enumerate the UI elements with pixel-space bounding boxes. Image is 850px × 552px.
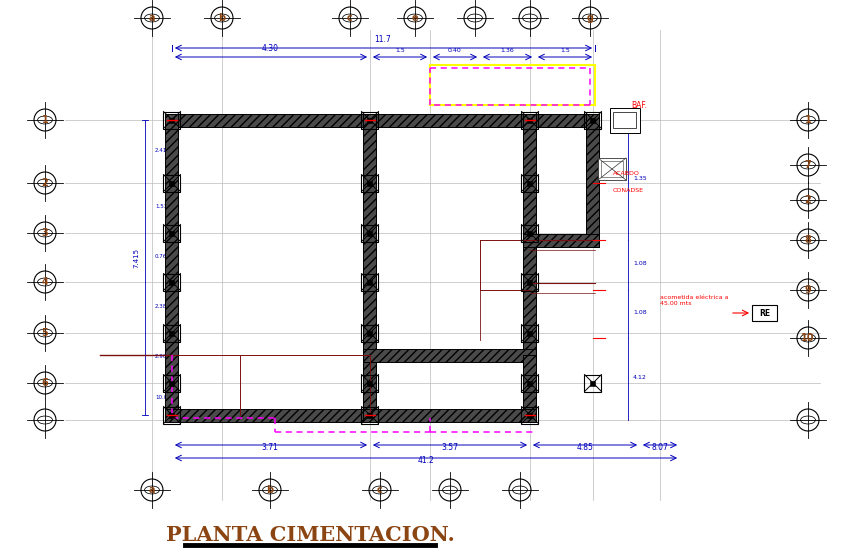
Polygon shape	[169, 118, 174, 123]
Polygon shape	[528, 331, 532, 336]
Bar	[166, 408, 377, 422]
Text: 7: 7	[805, 160, 812, 170]
Polygon shape	[528, 412, 532, 417]
Polygon shape	[528, 380, 532, 385]
Text: 4.85: 4.85	[576, 443, 593, 452]
Text: 2: 2	[805, 195, 812, 205]
Text: 10.00: 10.00	[155, 395, 171, 400]
Text: RE: RE	[759, 309, 770, 317]
Text: 9: 9	[805, 285, 812, 295]
Bar	[364, 408, 536, 422]
Text: 4: 4	[42, 277, 48, 287]
Bar	[524, 114, 536, 362]
Text: 1.53: 1.53	[155, 204, 167, 209]
Polygon shape	[367, 118, 372, 123]
Text: 5: 5	[42, 328, 48, 338]
Text: 1: 1	[805, 115, 812, 125]
Bar	[166, 114, 178, 422]
Text: 0.40: 0.40	[448, 48, 462, 53]
Text: 1.36: 1.36	[500, 48, 514, 53]
Polygon shape	[528, 231, 532, 236]
Polygon shape	[169, 331, 174, 336]
Polygon shape	[591, 380, 596, 385]
Text: 4.30: 4.30	[262, 44, 279, 53]
Bar	[364, 114, 377, 422]
Polygon shape	[367, 412, 372, 417]
Bar	[610, 108, 640, 133]
Polygon shape	[169, 412, 174, 417]
Text: 2.415: 2.415	[155, 147, 171, 152]
Polygon shape	[528, 118, 532, 123]
Text: 7.415: 7.415	[133, 248, 139, 268]
Text: 3: 3	[42, 228, 48, 238]
Text: e: e	[411, 13, 418, 23]
Text: ACABDO: ACABDO	[613, 171, 640, 176]
Bar	[524, 233, 599, 247]
Text: 1.5: 1.5	[395, 48, 405, 53]
Bar	[364, 348, 536, 362]
Text: 1: 1	[42, 115, 48, 125]
Text: BAF.: BAF.	[631, 101, 647, 110]
Text: c: c	[347, 13, 353, 23]
Text: 10: 10	[802, 333, 815, 343]
Polygon shape	[528, 279, 532, 284]
Text: 3.57: 3.57	[441, 443, 458, 452]
Text: 1.35: 1.35	[633, 176, 647, 181]
Text: 1.08: 1.08	[633, 310, 647, 315]
Text: 2.385: 2.385	[155, 304, 171, 309]
Text: a: a	[149, 13, 156, 23]
Text: 4.12: 4.12	[633, 375, 647, 380]
Polygon shape	[367, 380, 372, 385]
Text: acometida eléctrica a
45.00 mts: acometida eléctrica a 45.00 mts	[660, 295, 728, 306]
Bar	[586, 114, 599, 247]
Polygon shape	[169, 380, 174, 385]
Polygon shape	[367, 181, 372, 185]
Text: PLANTA CIMENTACION.: PLANTA CIMENTACION.	[166, 525, 455, 545]
Bar	[613, 112, 636, 128]
Text: CONADSE: CONADSE	[613, 188, 644, 193]
Text: 1.08: 1.08	[633, 261, 647, 266]
Text: 0.76: 0.76	[155, 253, 167, 258]
Text: 2: 2	[42, 178, 48, 188]
Text: 6: 6	[42, 378, 48, 388]
Text: 8: 8	[805, 235, 812, 245]
Text: 3.71: 3.71	[262, 443, 279, 452]
Text: a: a	[149, 485, 156, 495]
Text: c: c	[377, 485, 382, 495]
Bar	[166, 114, 599, 126]
Polygon shape	[169, 279, 174, 284]
Polygon shape	[169, 181, 174, 185]
Text: b: b	[218, 13, 225, 23]
Text: 11.7: 11.7	[375, 35, 391, 44]
Polygon shape	[528, 181, 532, 185]
Text: g: g	[586, 13, 593, 23]
Polygon shape	[367, 279, 372, 284]
Polygon shape	[591, 118, 596, 123]
Bar	[524, 355, 536, 422]
Polygon shape	[367, 331, 372, 336]
Text: b: b	[266, 485, 274, 495]
Bar	[601, 161, 623, 177]
Text: 41.2: 41.2	[417, 456, 434, 465]
Text: 1.5: 1.5	[560, 48, 570, 53]
Text: 2.90: 2.90	[155, 354, 167, 359]
Bar	[752, 305, 777, 321]
Polygon shape	[367, 231, 372, 236]
Bar	[598, 158, 626, 180]
Polygon shape	[169, 231, 174, 236]
Text: 8.07: 8.07	[652, 443, 668, 452]
